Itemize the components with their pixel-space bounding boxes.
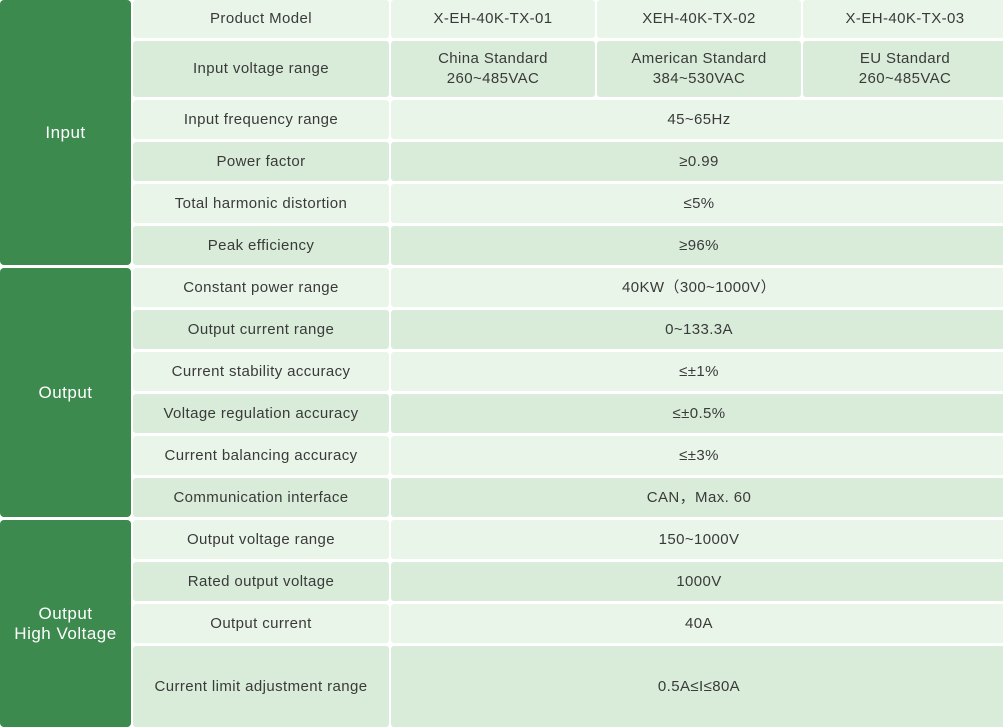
row-label: Rated output voltage xyxy=(133,562,389,601)
row-value: 40A xyxy=(391,604,1003,643)
row-label: Constant power range xyxy=(133,268,389,307)
row-value: ≤±1% xyxy=(391,352,1003,391)
input-voltage-value-3: EU Standard 260~485VAC xyxy=(803,41,1003,97)
group-output-hv-line1: Output xyxy=(38,603,93,623)
row-label: Output current range xyxy=(133,310,389,349)
row-value: 1000V xyxy=(391,562,1003,601)
row-value: 40KW（300~1000V） xyxy=(391,268,1003,307)
standard-name: EU Standard xyxy=(859,50,951,67)
row-value: ≤±3% xyxy=(391,436,1003,475)
row-value: 150~1000V xyxy=(391,520,1003,559)
row-label: Output voltage range xyxy=(133,520,389,559)
group-output-hv-line2: High Voltage xyxy=(14,623,117,643)
row-value: ≤±0.5% xyxy=(391,394,1003,433)
row-label: Current limit adjustment range xyxy=(133,646,389,727)
row-value: 0.5A≤I≤80A xyxy=(391,646,1003,727)
row-label: Voltage regulation accuracy xyxy=(133,394,389,433)
row-label: Total harmonic distortion xyxy=(133,184,389,223)
voltage-range: 384~530VAC xyxy=(652,70,746,87)
row-value: 45~65Hz xyxy=(391,100,1003,139)
row-label: Current stability accuracy xyxy=(133,352,389,391)
input-voltage-value-1: China Standard 260~485VAC xyxy=(391,41,595,97)
voltage-range: 260~485VAC xyxy=(446,70,540,87)
row-value: ≤5% xyxy=(391,184,1003,223)
standard-name: American Standard xyxy=(631,50,767,67)
model-1: X-EH-40K-TX-01 xyxy=(391,0,595,38)
row-value: ≥0.99 xyxy=(391,142,1003,181)
standard-name: China Standard xyxy=(438,50,548,67)
model-3: X-EH-40K-TX-03 xyxy=(803,0,1003,38)
voltage-range: 260~485VAC xyxy=(858,70,952,87)
row-value: CAN，Max. 60 xyxy=(391,478,1003,517)
row-value: ≥96% xyxy=(391,226,1003,265)
model-2: XEH-40K-TX-02 xyxy=(597,0,801,38)
row-label: Communication interface xyxy=(133,478,389,517)
input-voltage-value-2: American Standard 384~530VAC xyxy=(597,41,801,97)
group-output: Output xyxy=(0,268,131,517)
row-label: Peak efficiency xyxy=(133,226,389,265)
group-input: Input xyxy=(0,0,131,265)
row-label: Power factor xyxy=(133,142,389,181)
group-output-high-voltage: Output High Voltage xyxy=(0,520,131,727)
row-label: Current balancing accuracy xyxy=(133,436,389,475)
row-value: 0~133.3A xyxy=(391,310,1003,349)
header-label: Product Model xyxy=(133,0,389,38)
row-label: Input frequency range xyxy=(133,100,389,139)
row-label: Output current xyxy=(133,604,389,643)
input-voltage-label: Input voltage range xyxy=(133,41,389,97)
